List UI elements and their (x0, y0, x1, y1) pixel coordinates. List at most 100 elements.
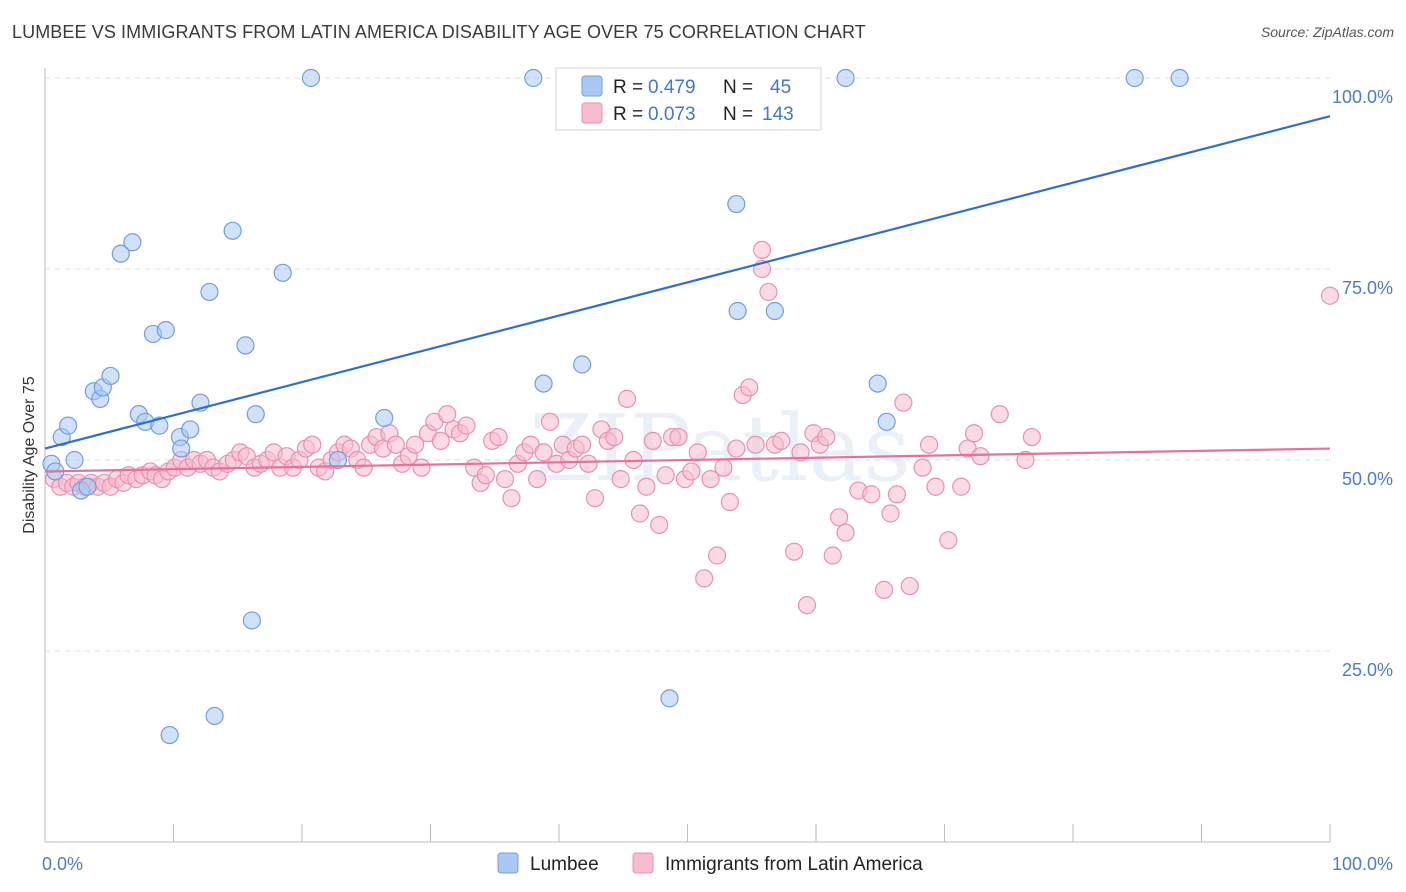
data-point-lumbee (836, 68, 855, 88)
data-point-immigrants (605, 427, 624, 447)
data-point-immigrants (650, 515, 669, 535)
data-point-immigrants (746, 435, 765, 454)
data-point-lumbee (375, 408, 394, 428)
data-point-immigrants (585, 489, 605, 508)
axes (44, 68, 1331, 843)
data-point-lumbee (877, 412, 896, 431)
data-point-immigrants (926, 477, 945, 496)
data-point-immigrants (817, 427, 836, 447)
data-point-immigrants (836, 523, 855, 542)
data-point-lumbee (205, 706, 224, 726)
data-point-immigrants (759, 282, 778, 302)
data-point-immigrants (791, 443, 810, 462)
data-point-immigrants (502, 489, 521, 508)
data-point-immigrants (688, 443, 707, 462)
x-tick-label: 0.0% (42, 854, 83, 874)
data-point-immigrants (740, 378, 759, 397)
data-point-immigrants (1320, 286, 1340, 305)
data-point-immigrants (476, 466, 495, 485)
data-point-lumbee (150, 416, 169, 435)
legend-swatch-immigrants (632, 852, 654, 874)
data-point-immigrants (964, 424, 984, 443)
data-point-lumbee (101, 366, 120, 386)
series-lumbee-points (42, 68, 1189, 745)
legend-n-value: 143 (762, 104, 794, 125)
legend-swatch-lumbee (497, 852, 519, 874)
data-point-lumbee (1125, 68, 1144, 88)
data-point-immigrants (919, 435, 939, 454)
data-point-lumbee (242, 611, 261, 630)
data-point-immigrants (752, 240, 772, 259)
data-point-immigrants (682, 462, 701, 481)
data-point-lumbee (236, 336, 255, 355)
data-point-immigrants (386, 435, 405, 454)
legend-r-label: R = (613, 104, 643, 125)
data-point-immigrants (656, 466, 675, 485)
data-point-lumbee (524, 68, 543, 88)
data-point-immigrants (354, 458, 373, 477)
legend-label-immigrants: Immigrants from Latin America (665, 854, 923, 875)
data-point-lumbee (172, 439, 191, 458)
trend-line-immigrants (44, 447, 1331, 473)
tick-labels: 25.0% 50.0% 75.0% 100.0% 0.0% 100.0% (42, 87, 1393, 874)
data-point-lumbee (160, 725, 179, 745)
x-tick-label: 100.0% (1332, 854, 1393, 874)
data-point-immigrants (875, 580, 894, 599)
legend-swatch-immigrants (581, 102, 603, 124)
grid-lines (45, 77, 1330, 652)
source-credit: Source: ZipAtlas.com (1260, 24, 1394, 40)
data-point-immigrants (714, 458, 733, 477)
data-point-immigrants (540, 412, 560, 431)
y-tick-label: 50.0% (1342, 469, 1393, 489)
legend-r-label: R = (613, 77, 643, 98)
data-point-lumbee (573, 355, 592, 374)
data-point-immigrants (528, 470, 547, 489)
legend-n-label: N = (723, 77, 753, 98)
data-point-immigrants (887, 485, 907, 504)
trend-lines (44, 115, 1331, 473)
legend-label-lumbee: Lumbee (530, 854, 599, 875)
data-point-immigrants (894, 393, 913, 412)
data-point-lumbee (181, 420, 200, 439)
data-point-immigrants (669, 427, 688, 447)
data-point-lumbee (868, 374, 887, 393)
data-point-immigrants (823, 546, 842, 565)
y-tick-label: 100.0% (1332, 87, 1393, 107)
data-point-lumbee (273, 263, 292, 282)
data-point-immigrants (862, 485, 881, 504)
data-point-lumbee (65, 450, 84, 470)
data-point-immigrants (952, 477, 971, 496)
data-point-lumbee (534, 374, 553, 393)
data-point-lumbee (765, 301, 784, 321)
y-tick-label: 75.0% (1342, 278, 1393, 298)
data-point-immigrants (457, 416, 476, 435)
legend-r-value: 0.073 (648, 104, 696, 125)
legend-swatch-lumbee (581, 75, 603, 97)
data-point-immigrants (573, 435, 592, 454)
data-point-lumbee (223, 221, 242, 240)
data-point-lumbee (246, 405, 265, 424)
data-point-immigrants (830, 508, 849, 527)
data-point-lumbee (200, 282, 219, 302)
data-point-lumbee (328, 450, 348, 470)
series-immigrants-points (44, 240, 1340, 615)
data-point-lumbee (156, 321, 175, 340)
data-point-immigrants (618, 389, 637, 408)
data-point-immigrants (579, 454, 598, 473)
trend-line-lumbee (44, 115, 1331, 450)
data-point-immigrants (971, 447, 990, 466)
data-point-immigrants (772, 431, 791, 450)
data-point-immigrants (695, 569, 714, 588)
data-point-immigrants (990, 405, 1009, 424)
y-tick-label: 25.0% (1342, 660, 1393, 680)
legend-n-value: 45 (770, 77, 791, 98)
data-point-immigrants (939, 531, 958, 550)
data-point-immigrants (797, 596, 817, 615)
data-point-immigrants (701, 470, 720, 489)
legend-n-label: N = (723, 104, 753, 125)
data-point-immigrants (431, 431, 450, 450)
data-point-lumbee (123, 233, 142, 252)
data-point-immigrants (637, 477, 656, 496)
data-point-immigrants (489, 427, 508, 447)
